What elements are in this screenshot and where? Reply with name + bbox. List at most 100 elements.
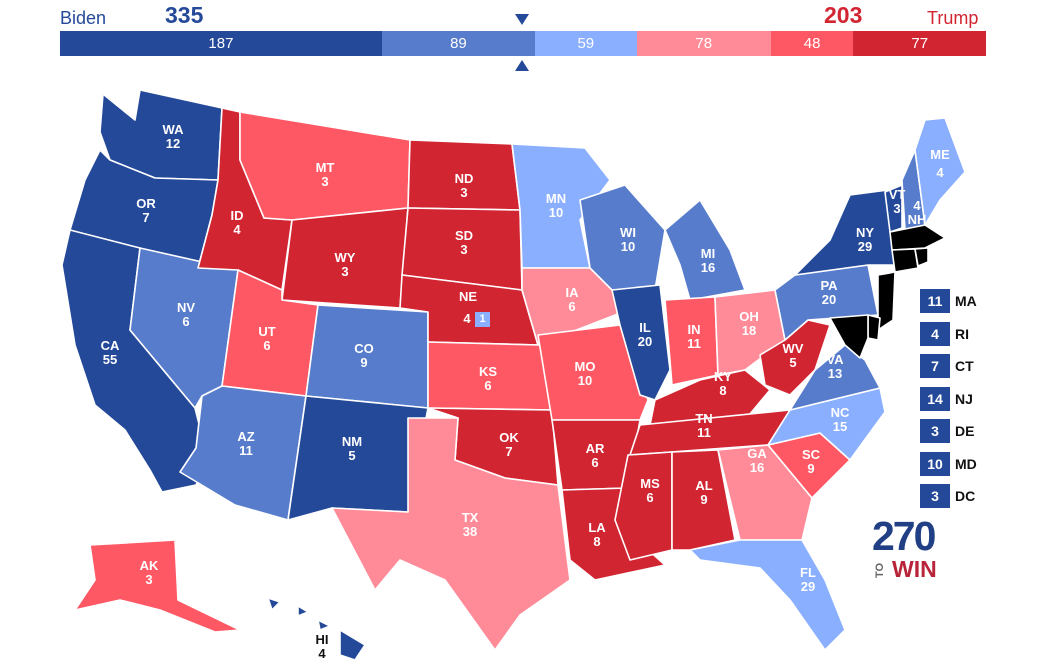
- label-ne-abbr: NE: [459, 289, 477, 304]
- svg-text:AR6: AR 6: [586, 441, 605, 470]
- label-ok-abbr: OK: [499, 430, 519, 445]
- trump-votes: 203: [824, 2, 863, 28]
- label-nd-abbr: ND: [455, 171, 474, 186]
- label-ok-votes: 7: [505, 444, 512, 459]
- small-state-md-votes[interactable]: 10: [920, 452, 950, 476]
- label-ks-abbr: KS: [479, 364, 497, 379]
- label-id-abbr: ID: [231, 208, 244, 223]
- logo-to: TO: [874, 562, 886, 578]
- label-ne-votes: 4: [463, 311, 471, 326]
- state-ms[interactable]: [614, 451, 673, 561]
- state-vt[interactable]: [884, 184, 903, 233]
- state-mn[interactable]: [511, 143, 611, 269]
- small-state-dc-votes[interactable]: 3: [920, 484, 950, 508]
- small-state-ct-label: CT: [955, 358, 974, 374]
- label-sc-abbr: SC: [802, 447, 821, 462]
- label-ms-abbr: MS: [640, 476, 660, 491]
- svg-text:ME4: ME 4: [930, 147, 950, 180]
- svg-text:ID4: ID 4: [231, 208, 244, 237]
- label-ms-votes: 6: [646, 490, 653, 505]
- small-state-nj-votes[interactable]: 14: [920, 387, 950, 411]
- state-md[interactable]: [829, 314, 869, 359]
- label-mi-abbr: MI: [701, 246, 715, 261]
- label-mo-votes: 10: [578, 373, 592, 388]
- label-al-votes: 9: [700, 492, 707, 507]
- state-ak[interactable]: [74, 539, 241, 633]
- state-ct[interactable]: [891, 248, 919, 273]
- svg-text:IA6: IA 6: [566, 285, 580, 314]
- label-va-abbr: VA: [826, 352, 844, 367]
- label-sc-votes: 9: [807, 461, 814, 476]
- svg-text:SC9: SC 9: [802, 447, 821, 476]
- label-mt-abbr: MT: [316, 160, 335, 175]
- label-nc-votes: 15: [833, 419, 847, 434]
- svg-text:KS6: KS 6: [479, 364, 497, 393]
- label-ar-abbr: AR: [586, 441, 605, 456]
- label-in-abbr: IN: [688, 322, 701, 337]
- label-wi-abbr: WI: [620, 225, 636, 240]
- label-id-votes: 4: [233, 222, 241, 237]
- label-pa-abbr: PA: [820, 278, 838, 293]
- label-ga-votes: 16: [750, 460, 764, 475]
- label-tn-abbr: TN: [695, 411, 712, 426]
- svg-text:NM5: NM 5: [342, 434, 362, 463]
- electoral-vote-header: Biden 335 203 Trump 187 89 59 78 48 77: [0, 0, 1050, 80]
- state-hi[interactable]: [267, 597, 366, 661]
- ne-district-box[interactable]: 1: [475, 312, 490, 327]
- state-tx[interactable]: [331, 417, 571, 651]
- small-state-ma-votes[interactable]: 11: [920, 289, 950, 313]
- state-ma[interactable]: [889, 224, 946, 251]
- state-nj[interactable]: [877, 271, 896, 331]
- label-ga-abbr: GA: [747, 446, 767, 461]
- small-state-md-label: MD: [955, 456, 977, 472]
- biden-name: Biden: [60, 8, 107, 28]
- label-az-votes: 11: [239, 443, 253, 458]
- state-labels: WA 12 OR 7 CA 55 NV 6 ID 4 MT 3 WY 3 UT 6 AZ 11 C…: [101, 122, 950, 661]
- state-ri[interactable]: [914, 247, 929, 267]
- label-me-abbr: ME: [930, 147, 950, 162]
- label-nh-abbr: NH: [908, 212, 927, 227]
- label-az-abbr: AZ: [237, 429, 254, 444]
- label-ca-votes: 55: [103, 352, 117, 367]
- label-ak-votes: 3: [145, 572, 152, 587]
- svg-text:KY8: KY 8: [714, 369, 732, 398]
- state-mo[interactable]: [537, 324, 649, 421]
- label-wv-votes: 5: [789, 355, 796, 370]
- label-tx-abbr: TX: [462, 510, 479, 525]
- small-state-ri-votes[interactable]: 4: [920, 322, 950, 346]
- label-me-votes: 4: [936, 165, 944, 180]
- label-hi-abbr: HI: [316, 632, 329, 647]
- small-state-de-votes[interactable]: 3: [920, 419, 950, 443]
- label-mn-abbr: MN: [546, 191, 566, 206]
- state-ga[interactable]: [717, 444, 813, 541]
- label-la-votes: 8: [593, 534, 600, 549]
- label-nv-votes: 6: [182, 314, 189, 329]
- bar-segment-2: 89: [381, 31, 536, 56]
- state-mi[interactable]: [664, 199, 746, 301]
- label-fl-abbr: FL: [800, 565, 816, 580]
- state-de[interactable]: [867, 314, 881, 341]
- label-fl-votes: 29: [801, 579, 815, 594]
- state-nm[interactable]: [287, 395, 429, 521]
- biden-votes: 335: [165, 2, 204, 28]
- label-la-abbr: LA: [588, 520, 606, 535]
- state-fl[interactable]: [689, 539, 846, 651]
- label-ak-abbr: AK: [140, 558, 159, 573]
- svg-text:MT3: MT 3: [316, 160, 335, 189]
- state-ny[interactable]: [794, 189, 896, 276]
- small-state-ct-votes[interactable]: 7: [920, 354, 950, 378]
- trump-name: Trump: [927, 8, 979, 28]
- label-co-votes: 9: [360, 355, 367, 370]
